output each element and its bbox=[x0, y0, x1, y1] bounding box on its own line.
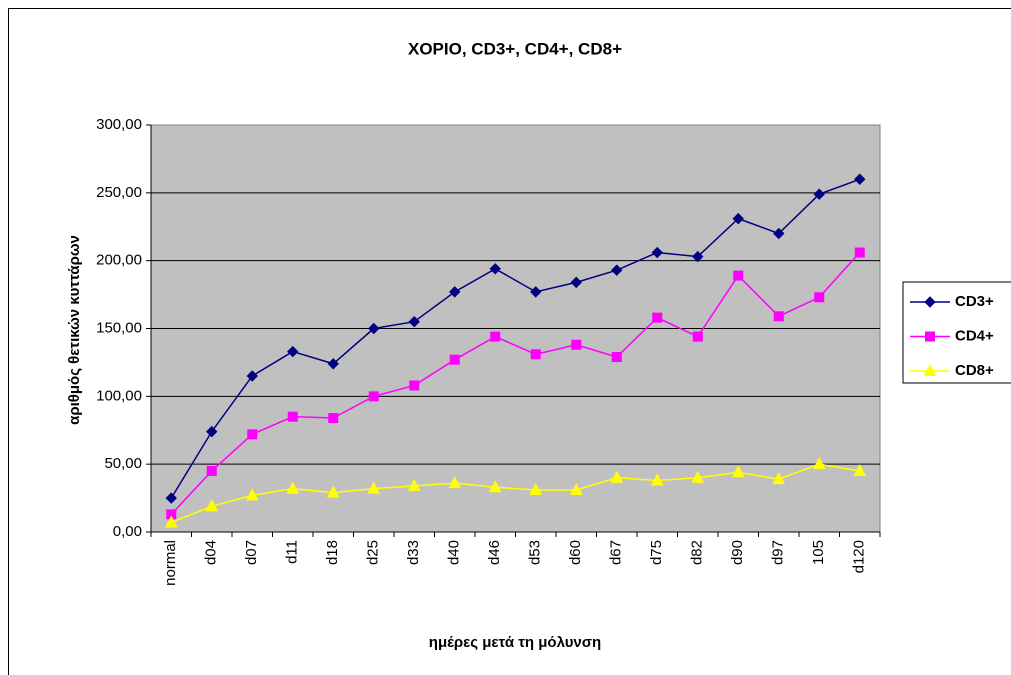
chart-title: ΧΟΡΙΟ, CD3+, CD4+, CD8+ bbox=[408, 39, 622, 58]
x-tick-label: 105 bbox=[810, 540, 827, 565]
data-point bbox=[773, 227, 785, 240]
data-point bbox=[692, 331, 703, 342]
data-point bbox=[368, 322, 380, 335]
data-point bbox=[407, 478, 421, 491]
x-tick-label: d82 bbox=[689, 540, 706, 565]
y-tick-label: 100,00 bbox=[96, 387, 142, 404]
legend-marker bbox=[925, 331, 935, 342]
x-tick-label: d07 bbox=[243, 540, 260, 565]
x-tick-label: d90 bbox=[729, 540, 746, 565]
y-tick-label: 0,00 bbox=[113, 523, 142, 540]
data-point bbox=[530, 349, 541, 360]
series-line bbox=[170, 463, 860, 524]
data-point bbox=[449, 286, 461, 298]
data-point bbox=[490, 331, 501, 342]
data-point bbox=[449, 354, 460, 365]
x-tick-label: d67 bbox=[608, 540, 625, 565]
data-point bbox=[529, 482, 543, 495]
data-point bbox=[611, 351, 622, 362]
x-tick-label: d75 bbox=[648, 540, 665, 565]
legend-marker bbox=[924, 296, 936, 308]
data-point bbox=[247, 429, 258, 440]
x-tick-label: d46 bbox=[486, 540, 503, 565]
series-line bbox=[170, 178, 861, 499]
x-tick-label: d53 bbox=[527, 540, 544, 565]
x-tick-label: d120 bbox=[851, 540, 868, 573]
data-point bbox=[328, 413, 339, 424]
data-point bbox=[570, 276, 582, 289]
x-tick-label: d25 bbox=[365, 540, 382, 565]
data-point bbox=[571, 339, 582, 350]
legend-label: CD3+ bbox=[955, 293, 994, 310]
data-point bbox=[854, 173, 866, 185]
data-point bbox=[367, 481, 381, 494]
data-point bbox=[164, 515, 178, 528]
data-point bbox=[652, 312, 663, 323]
data-point bbox=[732, 212, 744, 225]
data-point bbox=[813, 188, 825, 200]
data-point bbox=[409, 380, 420, 391]
data-point bbox=[368, 391, 379, 402]
y-tick-label: 200,00 bbox=[96, 252, 142, 269]
legend-box bbox=[902, 281, 1011, 384]
data-point bbox=[812, 457, 826, 470]
data-point bbox=[489, 263, 501, 275]
series-line bbox=[170, 252, 861, 515]
data-point bbox=[691, 470, 705, 483]
x-tick-label: d60 bbox=[567, 540, 584, 565]
data-point bbox=[733, 270, 744, 281]
data-point bbox=[206, 425, 218, 438]
data-point bbox=[246, 370, 258, 382]
data-point bbox=[488, 480, 502, 493]
data-point bbox=[286, 481, 300, 494]
data-point bbox=[731, 465, 745, 478]
y-tick-label: 150,00 bbox=[96, 319, 142, 336]
x-tick-label: normal bbox=[162, 540, 179, 586]
data-point bbox=[448, 476, 462, 489]
data-point bbox=[650, 473, 664, 486]
legend-label: CD8+ bbox=[955, 362, 994, 379]
data-point bbox=[772, 472, 786, 485]
data-point bbox=[814, 292, 825, 303]
x-tick-label: d97 bbox=[770, 540, 787, 565]
data-point bbox=[692, 250, 704, 263]
data-point bbox=[569, 482, 583, 495]
data-point bbox=[327, 358, 339, 370]
data-point bbox=[610, 470, 624, 483]
x-axis-title: ημέρες μετά τη μόλυνση bbox=[429, 634, 601, 651]
x-tick-label: d40 bbox=[446, 540, 463, 565]
data-point bbox=[326, 485, 340, 498]
data-point bbox=[205, 499, 219, 512]
x-tick-label: d33 bbox=[405, 540, 422, 565]
y-tick-label: 250,00 bbox=[96, 184, 142, 201]
data-point bbox=[287, 411, 298, 422]
x-tick-label: d11 bbox=[284, 540, 301, 564]
y-axis-title: αριθμός θετικών κυττάρων bbox=[66, 235, 83, 425]
data-point bbox=[245, 488, 259, 501]
legend-marker bbox=[923, 363, 937, 376]
y-tick-label: 300,00 bbox=[96, 116, 142, 133]
data-point bbox=[854, 247, 865, 258]
data-point bbox=[853, 463, 867, 476]
legend-label: CD4+ bbox=[955, 327, 994, 344]
data-point bbox=[530, 286, 542, 298]
data-point bbox=[165, 492, 177, 504]
data-point bbox=[287, 345, 299, 358]
x-tick-label: d04 bbox=[203, 540, 220, 565]
data-point bbox=[611, 264, 623, 276]
y-tick-label: 50,00 bbox=[104, 455, 142, 472]
x-tick-label: d18 bbox=[324, 540, 341, 565]
data-point bbox=[773, 311, 784, 322]
data-point bbox=[206, 465, 217, 476]
data-point bbox=[651, 246, 663, 259]
data-point bbox=[408, 316, 420, 328]
